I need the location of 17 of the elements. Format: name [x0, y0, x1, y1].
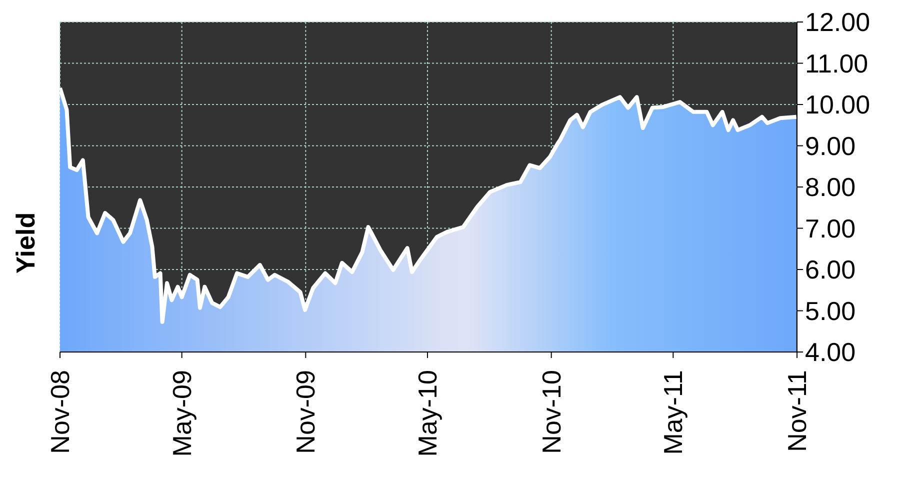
y-tick-label: 9.00	[805, 130, 856, 161]
x-tick-label: Nov-11	[782, 370, 812, 452]
y-axis-title: Yield	[10, 212, 42, 274]
x-tick-label: Nov-09	[290, 370, 321, 454]
y-tick-label: 10.00	[805, 90, 870, 120]
x-tick-label: May-10	[412, 370, 442, 457]
y-tick-label: 12.00	[805, 7, 870, 38]
y-tick-label: 7.00	[805, 213, 856, 244]
x-tick-label: Nov-08	[45, 370, 75, 454]
y-tick-label: 8.00	[805, 172, 856, 202]
x-tick-label: May-11	[658, 370, 688, 455]
x-tick-label: Nov-10	[536, 370, 566, 454]
y-tick-label: 11.00	[805, 48, 868, 78]
y-tick-label: 4.00	[805, 337, 856, 368]
x-tick-label: May-09	[166, 370, 197, 457]
y-tick-label: 6.00	[805, 254, 856, 285]
y-tick-label: 5.00	[805, 296, 856, 326]
